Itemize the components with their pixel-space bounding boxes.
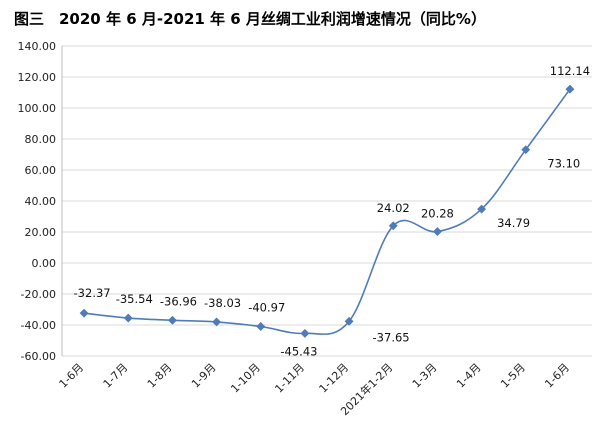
data-point [521, 145, 531, 155]
data-label: 34.79 [497, 216, 530, 230]
y-tick-label: -20.00 [21, 288, 56, 301]
y-tick-label: -60.00 [21, 350, 56, 363]
series-layer [79, 84, 575, 338]
y-tick-label: 80.00 [25, 133, 57, 146]
data-point [123, 313, 133, 323]
x-tick-label: 1-6月 [57, 361, 87, 391]
y-tick-label: 60.00 [25, 164, 57, 177]
data-label: -45.43 [280, 344, 317, 358]
y-tick-label: -40.00 [21, 319, 56, 332]
data-point [344, 316, 354, 326]
series-line [83, 88, 571, 335]
data-label: -40.97 [248, 301, 285, 315]
data-point [565, 84, 575, 94]
x-tick-label: 1-11月 [272, 361, 307, 396]
data-label: 73.10 [547, 157, 580, 171]
x-tick-label: 1-7月 [101, 361, 131, 391]
data-label: -35.54 [116, 292, 153, 306]
y-tick-label: 40.00 [25, 195, 57, 208]
data-point [477, 204, 487, 214]
x-tick-label: 1-5月 [498, 361, 528, 391]
x-tick-label: 1-8月 [145, 361, 175, 391]
data-point [388, 221, 398, 231]
data-point [167, 315, 177, 325]
data-point [300, 328, 310, 338]
y-tick-label: 120.00 [18, 71, 57, 84]
grid-layer [61, 45, 592, 357]
x-tick-label: 1-9月 [189, 361, 219, 391]
y-tick-label: 140.00 [18, 40, 57, 53]
data-label: -38.03 [204, 296, 241, 310]
x-tick-label: 1-10月 [228, 361, 263, 396]
data-point [432, 227, 442, 237]
data-label: 112.14 [550, 64, 590, 78]
chart-title: 图三 2020 年 6 月-2021 年 6 月丝绸工业利润增速情况（同比%） [14, 10, 486, 28]
x-tick-labels: 1-6月 1-7月 1-8月 1-9月 1-10月 1-11月 1-12月2021年1-2月… [57, 360, 573, 418]
data-point [212, 317, 222, 327]
data-label: 20.28 [421, 207, 454, 221]
data-point [79, 308, 89, 318]
x-tick-label: 1-6月 [542, 361, 572, 391]
x-tick-label: 1-3月 [410, 361, 440, 391]
data-labels: -32.37 -35.54 -36.96 -38.03 -40.97 -45.43 -37.… [74, 64, 590, 358]
data-point [256, 321, 266, 332]
data-label: -32.37 [74, 286, 111, 300]
x-tick-label: 1-4月 [454, 361, 484, 391]
data-label: -37.65 [373, 330, 410, 344]
x-tick-label: 1-12月 [317, 361, 352, 396]
y-tick-label: 20.00 [25, 226, 57, 239]
y-tick-label: 100.00 [18, 102, 57, 115]
data-label: -36.96 [160, 294, 197, 308]
data-label: 24.02 [377, 201, 410, 215]
y-tick-labels: -60.00 -40.00 -20.00 0.00 20.00 40.00 60.00 80.… [18, 40, 57, 363]
y-tick-label: 0.00 [32, 257, 57, 270]
